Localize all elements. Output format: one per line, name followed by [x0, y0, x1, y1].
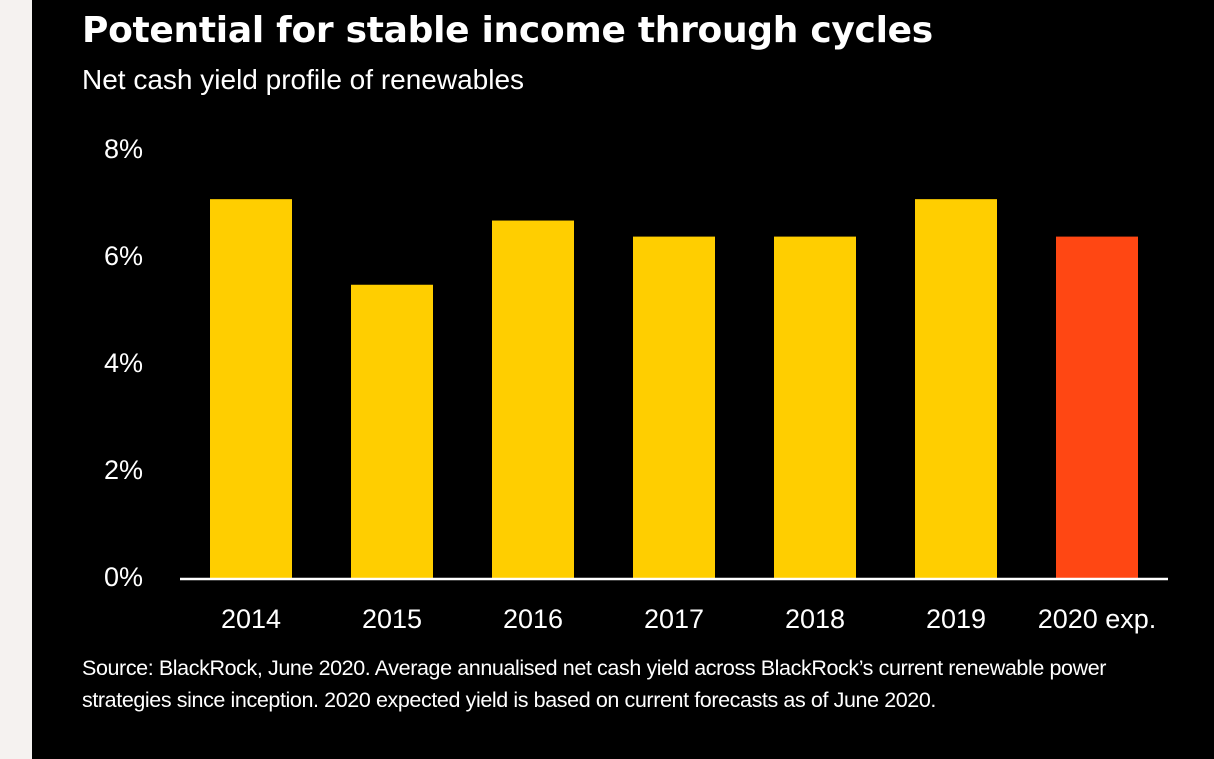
chart-subtitle: Net cash yield profile of renewables — [82, 64, 525, 95]
y-tick-label: 2% — [104, 455, 143, 485]
x-tick-label: 2018 — [785, 604, 845, 634]
x-tick-label: 2016 — [503, 604, 563, 634]
x-tick-label: 2015 — [362, 604, 422, 634]
x-tick-label: 2019 — [926, 604, 986, 634]
chart-panel: Potential for stable income through cycl… — [32, 0, 1214, 759]
bar-2017 — [633, 236, 715, 579]
y-axis-ticks: 0% 2% 4% 6% 8% — [104, 134, 143, 592]
source-note: Source: BlackRock, June 2020. Average an… — [82, 656, 1107, 712]
y-tick-label: 4% — [104, 348, 143, 378]
bar-2014 — [210, 199, 292, 579]
bar-chart: 0% 2% 4% 6% 8% 2014 2015 2016 2017 2018 2019 2020 … — [104, 134, 1168, 634]
y-tick-label: 8% — [104, 134, 143, 164]
x-tick-label: 2014 — [221, 604, 281, 634]
bar-2016 — [492, 220, 574, 580]
y-tick-label: 6% — [104, 241, 143, 271]
bars — [210, 199, 1138, 580]
chart-title: Potential for stable income through cycl… — [82, 10, 933, 51]
y-tick-label: 0% — [104, 562, 143, 592]
bar-2018 — [774, 236, 856, 579]
x-tick-label: 2017 — [644, 604, 704, 634]
bar-2015 — [351, 284, 433, 579]
x-axis-ticks: 2014 2015 2016 2017 2018 2019 2020 exp. — [221, 604, 1156, 634]
bar-2019 — [915, 199, 997, 579]
bar-2020-exp — [1056, 236, 1138, 579]
x-tick-label: 2020 exp. — [1038, 604, 1157, 634]
